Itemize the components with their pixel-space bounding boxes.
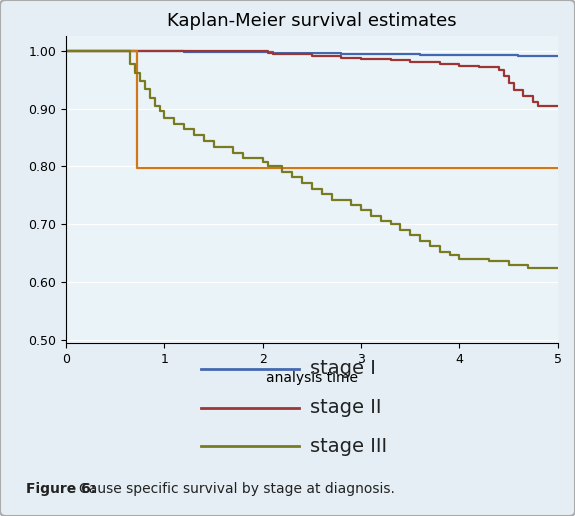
Text: stage II: stage II — [310, 398, 382, 417]
Text: stage I: stage I — [310, 360, 377, 378]
Text: Cause specific survival by stage at diagnosis.: Cause specific survival by stage at diag… — [79, 482, 394, 496]
Text: Figure 6:: Figure 6: — [26, 482, 96, 496]
Text: stage III: stage III — [310, 437, 388, 456]
X-axis label: analysis time: analysis time — [266, 372, 358, 385]
Title: Kaplan-Meier survival estimates: Kaplan-Meier survival estimates — [167, 12, 457, 30]
